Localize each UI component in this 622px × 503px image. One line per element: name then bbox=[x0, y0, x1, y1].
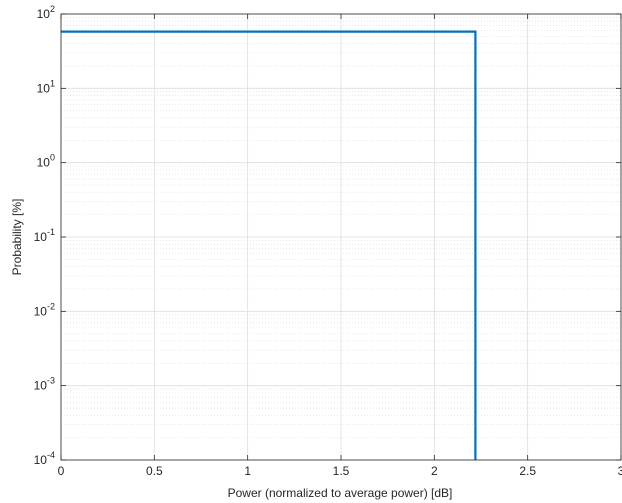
x-tick-labels: 0 0.5 1 1.5 2 2.5 3 bbox=[58, 464, 622, 478]
y-axis-label: Probability [%] bbox=[10, 199, 24, 276]
x-tick-label: 3 bbox=[618, 464, 622, 478]
y-tick-labels: 10-4 10-3 10-2 10-1 100 101 102 bbox=[34, 4, 55, 467]
series-line bbox=[61, 30, 477, 460]
grid-lines bbox=[60, 13, 622, 461]
y-tick-label: 10-1 bbox=[34, 227, 55, 244]
y-tick-label: 10-3 bbox=[34, 376, 55, 393]
y-tick-label: 101 bbox=[37, 78, 55, 95]
y-tick-label: 10-2 bbox=[34, 301, 55, 318]
tick-marks bbox=[60, 13, 622, 461]
x-tick-label: 0.5 bbox=[146, 464, 163, 478]
x-tick-label: 2 bbox=[431, 464, 438, 478]
series-layer bbox=[61, 30, 477, 460]
x-tick-label: 0 bbox=[58, 464, 65, 478]
x-tick-label: 1 bbox=[244, 464, 251, 478]
x-axis-label: Power (normalized to average power) [dB] bbox=[228, 486, 453, 500]
y-tick-label: 102 bbox=[37, 4, 55, 21]
x-tick-label: 2.5 bbox=[519, 464, 536, 478]
y-tick-label: 10-4 bbox=[34, 450, 55, 467]
x-tick-label: 1.5 bbox=[333, 464, 350, 478]
y-tick-label: 100 bbox=[37, 153, 55, 170]
